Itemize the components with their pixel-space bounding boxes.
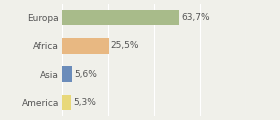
Bar: [62, 38, 109, 54]
Bar: [62, 66, 72, 82]
Text: 25,5%: 25,5%: [111, 41, 139, 50]
Text: 63,7%: 63,7%: [181, 13, 210, 22]
Text: 5,6%: 5,6%: [74, 70, 97, 79]
Bar: [62, 95, 71, 110]
Bar: [62, 10, 179, 25]
Text: 5,3%: 5,3%: [73, 98, 96, 107]
